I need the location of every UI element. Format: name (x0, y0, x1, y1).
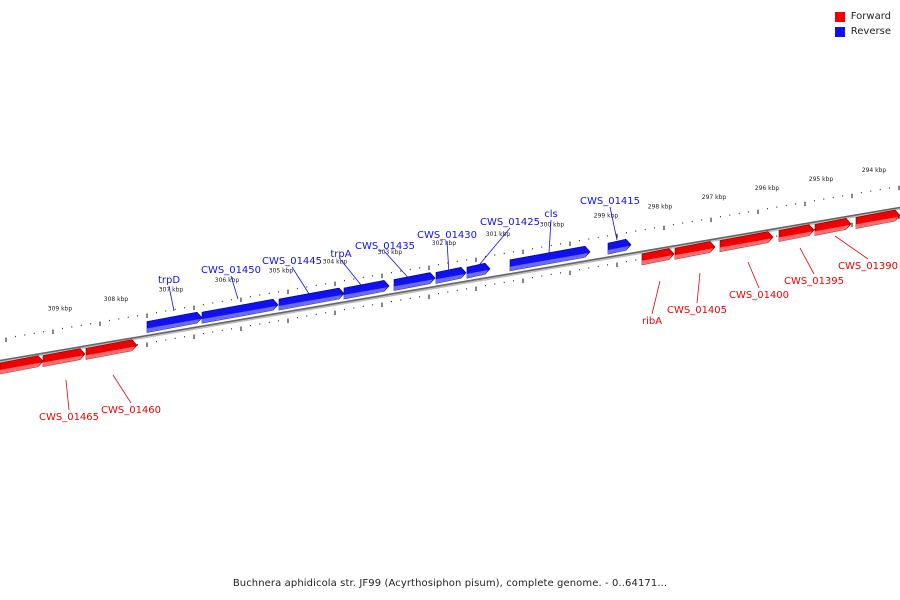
kbp-tick-label: 297 kbp (702, 194, 727, 201)
gene-arrow[interactable] (814, 218, 852, 236)
gene-label[interactable]: CWS_01400 (729, 290, 789, 301)
gene-arrow[interactable] (466, 262, 491, 279)
gene-label[interactable]: CWS_01430 (417, 230, 477, 241)
gene-arrow[interactable] (641, 248, 675, 266)
gene-leader-line (651, 280, 661, 315)
gene-leader-line (696, 272, 701, 304)
kbp-tick-label: 296 kbp (755, 185, 780, 192)
kbp-tick-label: 301 kbp (486, 231, 511, 238)
gene-arrow[interactable] (85, 339, 138, 360)
kbp-tick-label: 302 kbp (432, 240, 457, 247)
legend-forward-label: Forward (850, 11, 891, 22)
gene-label[interactable]: CWS_01460 (101, 405, 161, 416)
kbp-tick-label: 309 kbp (48, 305, 73, 312)
kbp-tick-label: 303 kbp (378, 249, 403, 256)
gene-leader-line (474, 227, 511, 271)
gene-label[interactable]: trpA (330, 249, 351, 260)
forward-swatch (834, 11, 845, 22)
gene-label[interactable]: cls (544, 209, 558, 220)
kbp-tick-label: 295 kbp (809, 176, 834, 183)
kbp-tick-label: 298 kbp (648, 203, 673, 210)
gene-label[interactable]: CWS_01405 (667, 305, 727, 316)
gene-arrow[interactable] (393, 272, 436, 291)
kbp-tick-label: 299 kbp (594, 212, 619, 219)
kbp-tick-label: 306 kbp (215, 277, 240, 284)
gene-label[interactable]: CWS_01450 (201, 265, 261, 276)
gene-arrow[interactable] (778, 224, 815, 242)
legend-forward: Forward (834, 9, 891, 24)
gene-leader-line (340, 259, 366, 291)
backbone-shadow (0, 207, 900, 363)
gene-leader-line (112, 374, 132, 404)
gene-leader-line (747, 261, 760, 289)
gene-leader-line (799, 247, 815, 275)
gene-arrow[interactable] (719, 231, 774, 252)
reverse-swatch (834, 26, 845, 37)
kbp-tick-label: 304 kbp (323, 259, 348, 266)
gene-label[interactable]: ribA (642, 316, 662, 327)
gene-arrow[interactable] (674, 241, 716, 260)
caption: Buchnera aphidicola str. JF99 (Acyrthosi… (232, 578, 668, 589)
kbp-tick-label: 300 kbp (540, 222, 565, 229)
backbone (0, 206, 900, 362)
gene-arrow[interactable] (201, 298, 279, 324)
gene-leader-line (65, 379, 70, 411)
gene-label[interactable]: CWS_01395 (784, 276, 844, 287)
gene-leader-line (609, 206, 618, 241)
kbp-tick-label: 305 kbp (269, 268, 294, 275)
gene-leader-line (230, 275, 239, 300)
gene-leader-line (384, 251, 414, 284)
gene-arrow[interactable] (42, 348, 86, 368)
gene-leader-line (834, 235, 869, 260)
gene-label[interactable]: CWS_01435 (355, 241, 415, 252)
gene-label[interactable]: CWS_01390 (838, 261, 898, 272)
gene-leader-line (446, 240, 450, 275)
gene-leader-line (291, 266, 312, 298)
kbp-tick-label: 294 kbp (862, 167, 887, 174)
gene-label[interactable]: trpD (158, 275, 180, 286)
gene-arrow[interactable] (0, 355, 44, 375)
gene-arrow[interactable] (343, 280, 390, 300)
legend: Forward Reverse (834, 9, 891, 39)
gene-leader-line (168, 285, 175, 312)
legend-reverse-label: Reverse (850, 26, 891, 37)
gene-leader-line (548, 219, 552, 254)
gene-arrow[interactable] (278, 287, 345, 311)
gene-label[interactable]: CWS_01415 (580, 196, 640, 207)
gene-arrow[interactable] (509, 245, 591, 272)
kbp-tick-label: 307 kbp (159, 286, 184, 293)
gene-arrow[interactable] (855, 209, 900, 229)
gene-arrow[interactable] (146, 311, 203, 333)
gene-label[interactable]: CWS_01445 (262, 256, 322, 267)
gene-arrow[interactable] (435, 266, 467, 284)
legend-reverse: Reverse (834, 24, 891, 39)
kbp-tick-label: 308 kbp (104, 296, 129, 303)
gene-arrow[interactable] (607, 238, 632, 255)
gene-label[interactable]: CWS_01465 (39, 412, 99, 423)
gene-label[interactable]: CWS_01425 (480, 217, 540, 228)
